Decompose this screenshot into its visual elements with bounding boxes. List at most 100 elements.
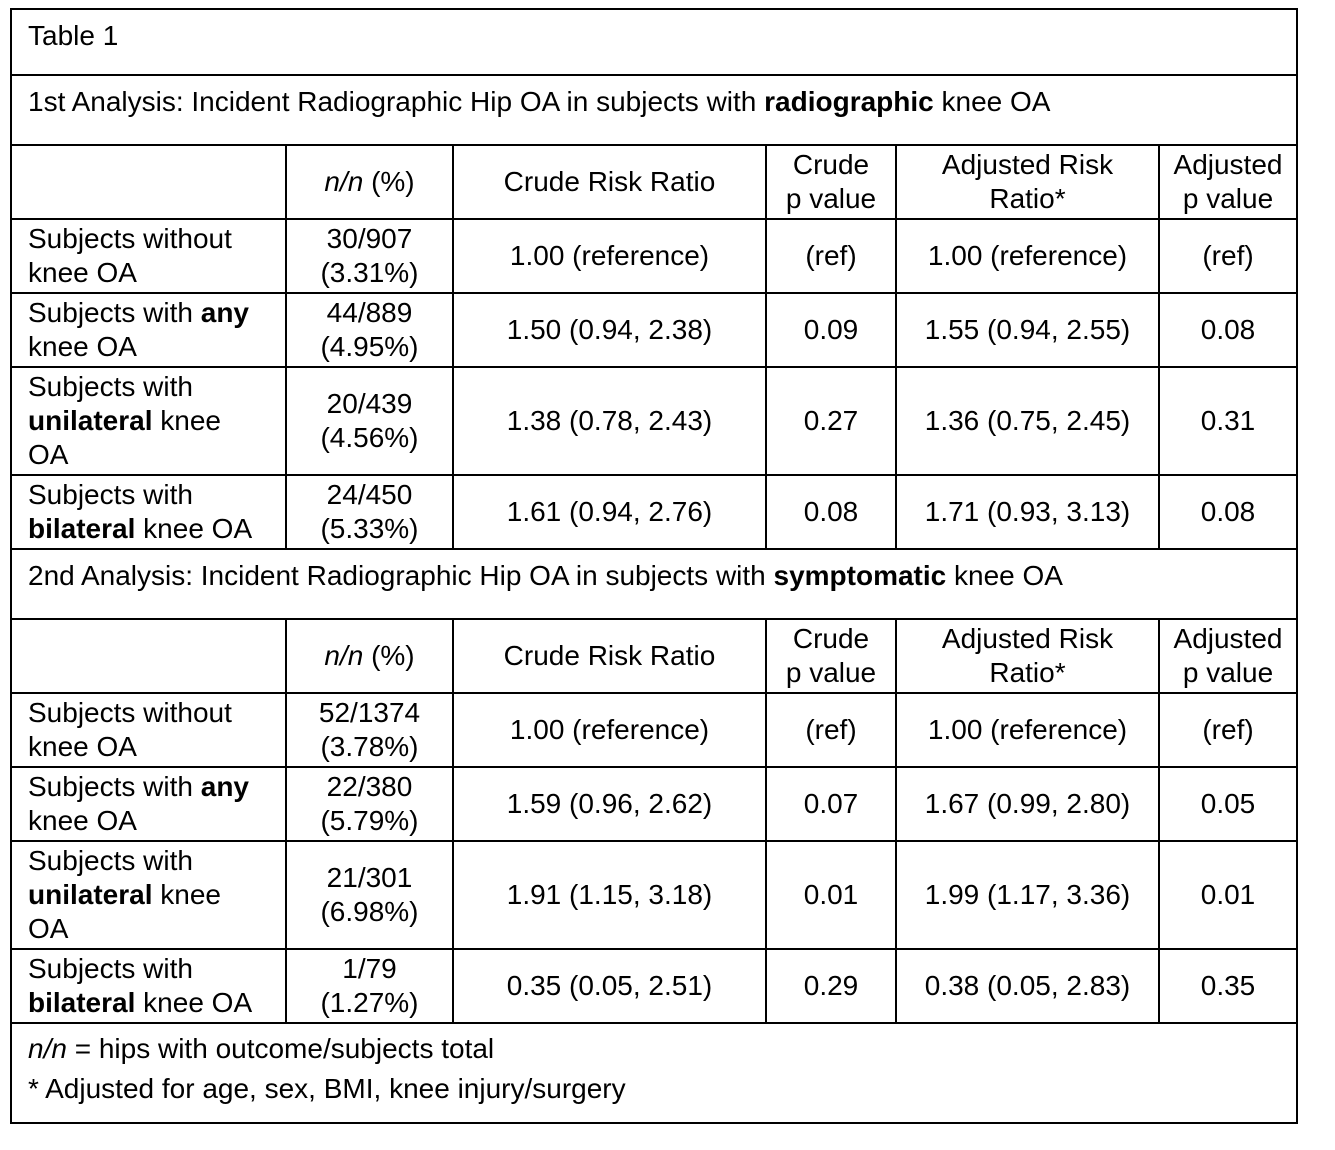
table-title: Table 1 bbox=[9, 8, 1299, 76]
table-title-row: Table 1 bbox=[9, 8, 1299, 76]
n-n-rest: (%) bbox=[363, 166, 415, 197]
adjusted-p-value-cell: 0.35 bbox=[1157, 948, 1299, 1024]
row-label-cell: Subjects with any knee OA bbox=[10, 292, 287, 368]
row-label-cell: Subjects with bilateral knee OA bbox=[10, 948, 287, 1024]
section-2-heading: 2nd Analysis: Incident Radiographic Hip … bbox=[9, 548, 1299, 620]
crude-p-value-cell: 0.07 bbox=[765, 766, 897, 842]
header-adjusted-risk-ratio: Adjusted Risk Ratio* bbox=[895, 618, 1160, 694]
section-2-heading-post: knee OA bbox=[946, 560, 1063, 591]
adjusted-risk-ratio-cell: 1.71 (0.93, 3.13) bbox=[895, 474, 1160, 550]
crude-p-value-cell: (ref) bbox=[765, 692, 897, 768]
n-n-cell: 44/889 (4.95%) bbox=[285, 292, 454, 368]
row-label-text: knee OA bbox=[28, 331, 137, 362]
header-blank-cell bbox=[10, 144, 287, 220]
header-adjusted-risk-ratio: Adjusted Risk Ratio* bbox=[895, 144, 1160, 220]
data-row-any-knee-oa: Subjects with any knee OA 22/380 (5.79%)… bbox=[10, 766, 1299, 842]
crude-risk-ratio-cell: 1.00 (reference) bbox=[452, 218, 767, 294]
header-adjusted-p-value: Adjusted p value bbox=[1157, 144, 1299, 220]
section-2-heading-pre: 2nd Analysis: Incident Radiographic Hip … bbox=[28, 560, 774, 591]
header-crude-risk-ratio: Crude Risk Ratio bbox=[452, 618, 767, 694]
adjusted-risk-ratio-cell: 1.36 (0.75, 2.45) bbox=[895, 366, 1160, 476]
header-n-n: n/n (%) bbox=[285, 144, 454, 220]
row-label-bold: unilateral bbox=[28, 879, 153, 910]
row-label-text: Subjects with bbox=[28, 297, 201, 328]
header-crude-p-value: Crude p value bbox=[765, 618, 897, 694]
crude-p-value-cell: 0.27 bbox=[765, 366, 897, 476]
n-n-cell: 1/79 (1.27%) bbox=[285, 948, 454, 1024]
section-1-heading-row: 1st Analysis: Incident Radiographic Hip … bbox=[9, 74, 1299, 146]
data-row-unilateral-knee-oa: Subjects with unilateral knee OA 20/439 … bbox=[10, 366, 1299, 476]
data-row-bilateral-knee-oa: Subjects with bilateral knee OA 1/79 (1.… bbox=[10, 948, 1299, 1024]
section-1-heading: 1st Analysis: Incident Radiographic Hip … bbox=[9, 74, 1299, 146]
n-n-cell: 21/301 (6.98%) bbox=[285, 840, 454, 950]
row-label-text: Subjects with bbox=[28, 479, 193, 510]
adjusted-p-value-cell: 0.05 bbox=[1157, 766, 1299, 842]
section-2-header-row: n/n (%) Crude Risk Ratio Crude p value A… bbox=[10, 618, 1299, 694]
n-n-rest: (%) bbox=[363, 640, 415, 671]
adjusted-risk-ratio-cell: 1.00 (reference) bbox=[895, 218, 1160, 294]
row-label-text: Subjects without knee OA bbox=[28, 697, 232, 762]
row-label-text: knee OA bbox=[135, 987, 253, 1018]
row-label-bold: any bbox=[200, 297, 249, 328]
row-label-cell: Subjects with bilateral knee OA bbox=[10, 474, 287, 550]
row-label-bold: bilateral bbox=[28, 987, 136, 1018]
crude-risk-ratio-cell: 1.50 (0.94, 2.38) bbox=[452, 292, 767, 368]
footnote-n-n-rest: = hips with outcome/subjects total bbox=[66, 1033, 495, 1064]
row-label-bold: unilateral bbox=[28, 405, 153, 436]
results-table: Table 1 1st Analysis: Incident Radiograp… bbox=[9, 8, 1299, 1124]
crude-risk-ratio-cell: 1.91 (1.15, 3.18) bbox=[452, 840, 767, 950]
row-label-text: Subjects without knee OA bbox=[28, 223, 232, 288]
crude-risk-ratio-cell: 1.00 (reference) bbox=[452, 692, 767, 768]
footnote-adjustment: * Adjusted for age, sex, BMI, knee injur… bbox=[28, 1073, 626, 1104]
row-label-cell: Subjects without knee OA bbox=[10, 692, 287, 768]
row-label-bold: any bbox=[200, 771, 249, 802]
n-n-italic: n/n bbox=[324, 166, 364, 197]
row-label-text: knee OA bbox=[135, 513, 253, 544]
crude-risk-ratio-cell: 1.61 (0.94, 2.76) bbox=[452, 474, 767, 550]
adjusted-risk-ratio-cell: 1.67 (0.99, 2.80) bbox=[895, 766, 1160, 842]
adjusted-p-value-cell: (ref) bbox=[1157, 692, 1299, 768]
row-label-cell: Subjects without knee OA bbox=[10, 218, 287, 294]
crude-p-value-cell: (ref) bbox=[765, 218, 897, 294]
row-label-text: Subjects with bbox=[28, 845, 193, 876]
adjusted-risk-ratio-cell: 0.38 (0.05, 2.83) bbox=[895, 948, 1160, 1024]
header-adjusted-p-value: Adjusted p value bbox=[1157, 618, 1299, 694]
row-label-text: Subjects with bbox=[28, 953, 193, 984]
n-n-italic: n/n bbox=[324, 640, 364, 671]
section-1-heading-post: knee OA bbox=[933, 86, 1051, 117]
crude-risk-ratio-cell: 1.59 (0.96, 2.62) bbox=[452, 766, 767, 842]
adjusted-p-value-cell: (ref) bbox=[1157, 218, 1299, 294]
adjusted-risk-ratio-cell: 1.99 (1.17, 3.36) bbox=[895, 840, 1160, 950]
row-label-bold: bilateral bbox=[28, 513, 136, 544]
n-n-cell: 22/380 (5.79%) bbox=[285, 766, 454, 842]
adjusted-p-value-cell: 0.08 bbox=[1157, 292, 1299, 368]
adjusted-risk-ratio-cell: 1.00 (reference) bbox=[895, 692, 1160, 768]
footnotes-row: n/n = hips with outcome/subjects total * … bbox=[9, 1022, 1299, 1124]
section-1-heading-bold: radiographic bbox=[764, 86, 934, 117]
header-blank-cell bbox=[10, 618, 287, 694]
crude-p-value-cell: 0.09 bbox=[765, 292, 897, 368]
header-crude-p-value: Crude p value bbox=[765, 144, 897, 220]
section-1-header-row: n/n (%) Crude Risk Ratio Crude p value A… bbox=[10, 144, 1299, 220]
footnote-n-n-italic: n/n bbox=[28, 1033, 67, 1064]
row-label-text: knee OA bbox=[28, 879, 221, 944]
crude-p-value-cell: 0.29 bbox=[765, 948, 897, 1024]
row-label-cell: Subjects with unilateral knee OA bbox=[10, 366, 287, 476]
crude-p-value-cell: 0.08 bbox=[765, 474, 897, 550]
data-row-no-knee-oa: Subjects without knee OA 52/1374 (3.78%)… bbox=[10, 692, 1299, 768]
n-n-cell: 52/1374 (3.78%) bbox=[285, 692, 454, 768]
row-label-text: knee OA bbox=[28, 805, 137, 836]
footnotes-cell: n/n = hips with outcome/subjects total * … bbox=[9, 1022, 1299, 1124]
data-row-bilateral-knee-oa: Subjects with bilateral knee OA 24/450 (… bbox=[10, 474, 1299, 550]
data-row-unilateral-knee-oa: Subjects with unilateral knee OA 21/301 … bbox=[10, 840, 1299, 950]
row-label-text: knee OA bbox=[28, 405, 221, 470]
data-row-any-knee-oa: Subjects with any knee OA 44/889 (4.95%)… bbox=[10, 292, 1299, 368]
header-n-n: n/n (%) bbox=[285, 618, 454, 694]
section-2-heading-row: 2nd Analysis: Incident Radiographic Hip … bbox=[9, 548, 1299, 620]
n-n-cell: 24/450 (5.33%) bbox=[285, 474, 454, 550]
section-2-heading-bold: symptomatic bbox=[773, 560, 947, 591]
adjusted-p-value-cell: 0.31 bbox=[1157, 366, 1299, 476]
crude-p-value-cell: 0.01 bbox=[765, 840, 897, 950]
crude-risk-ratio-cell: 1.38 (0.78, 2.43) bbox=[452, 366, 767, 476]
row-label-text: Subjects with bbox=[28, 371, 193, 402]
